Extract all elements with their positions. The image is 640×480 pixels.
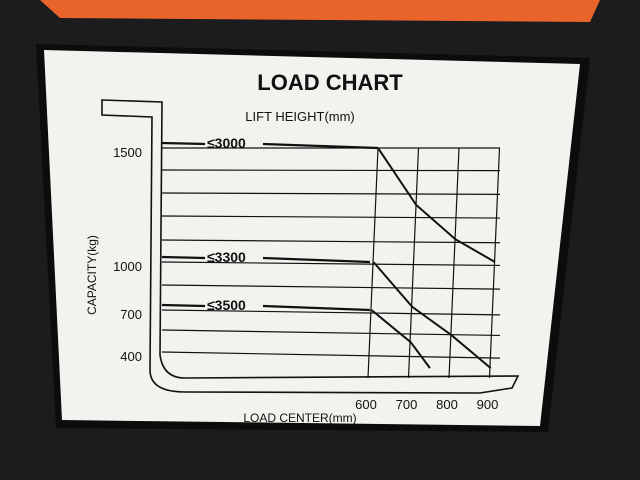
series-line xyxy=(370,309,431,369)
grid-line-h xyxy=(161,329,501,337)
x-tick-label: 600 xyxy=(355,397,377,412)
grid-line-h xyxy=(161,309,501,316)
series-line xyxy=(372,261,492,369)
chart-title: LOAD CHART xyxy=(257,70,403,95)
grid-line-v xyxy=(407,147,420,379)
x-axis-label: LOAD CENTER(mm) xyxy=(243,411,356,425)
y-axis-label: CAPACITY(kg) xyxy=(85,235,99,315)
grid-line-h xyxy=(161,169,501,172)
grid-line-h xyxy=(161,261,501,267)
series-leader xyxy=(262,304,371,312)
sign-panel xyxy=(44,50,580,426)
grid xyxy=(161,147,501,379)
y-tick-label: 1000 xyxy=(113,259,142,274)
series-leader xyxy=(161,303,206,308)
y-tick-label: 400 xyxy=(120,349,142,364)
series-label: ≤3500 xyxy=(207,297,246,313)
grid-line-v xyxy=(488,147,501,379)
grid-line-h xyxy=(161,215,501,219)
series-leader xyxy=(161,141,206,146)
grid-line-v xyxy=(448,147,460,379)
series-label: ≤3300 xyxy=(207,249,246,265)
grid-line-h xyxy=(161,284,501,290)
x-tick-label: 800 xyxy=(436,397,458,412)
grid-line-h xyxy=(161,192,501,195)
fork-outline xyxy=(101,99,520,394)
x-tick-label: 700 xyxy=(396,397,418,412)
legend-title: LIFT HEIGHT(mm) xyxy=(245,109,355,124)
series-leader xyxy=(262,256,371,264)
x-ticks: 600 700 800 900 xyxy=(355,397,498,412)
series-line xyxy=(377,147,496,263)
series-leader xyxy=(262,142,379,150)
series-leader xyxy=(161,255,206,260)
y-ticks: 1500 1000 700 400 xyxy=(113,145,142,364)
series-label: ≤3000 xyxy=(207,135,246,151)
x-tick-label: 900 xyxy=(477,397,499,412)
grid-line-h xyxy=(161,239,501,244)
y-tick-label: 700 xyxy=(120,307,142,322)
grid-line-h xyxy=(161,351,501,359)
curves: ≤3000 ≤3300 ≤3500 xyxy=(161,135,496,369)
y-tick-label: 1500 xyxy=(113,145,142,160)
orange-strip xyxy=(40,0,600,22)
